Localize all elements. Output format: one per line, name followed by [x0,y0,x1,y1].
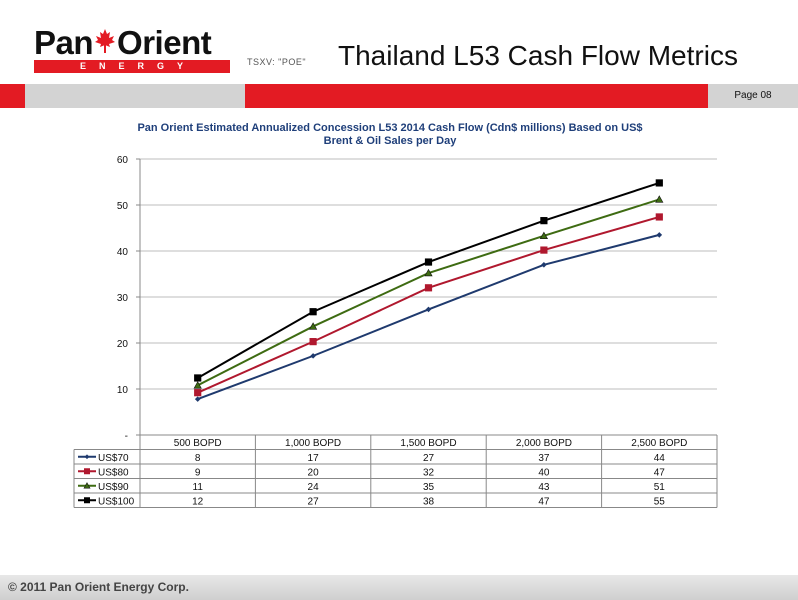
series-line-us-80 [197,215,660,394]
legend-marker-us-70 [84,454,90,460]
data-point-us-100 [655,179,663,187]
data-point-us-90 [539,231,549,239]
copyright-text: © 2011 Pan Orient Energy Corp. [8,580,189,594]
data-point-us-80 [540,246,548,254]
data-label: 35 [423,482,435,493]
logo-wordmark: Pan Orient [34,24,212,61]
y-tick-label: 30 [117,293,129,304]
legend-label-us-100: US$100 [98,496,135,507]
footer-bar: © 2011 Pan Orient Energy Corp. [0,575,798,600]
data-point-us-70 [541,262,547,268]
data-label: 43 [538,482,550,493]
legend-label-us-80: US$80 [98,467,129,478]
company-logo: Pan Orient ENERGY [34,24,230,73]
data-point-us-100 [540,217,548,225]
data-point-us-90 [193,381,202,389]
data-point-us-70 [656,232,663,238]
y-tick-label: 20 [117,339,129,350]
data-label: 20 [308,467,320,478]
y-tick-label: - [125,431,128,442]
x-category-label: 500 BOPD [174,438,222,449]
data-label: 37 [538,453,550,464]
data-point-us-70 [194,396,201,402]
data-label: 11 [193,482,204,493]
legend-marker-us-80 [84,468,90,475]
series-line-us-100 [197,181,660,379]
y-tick-label: 10 [117,385,129,396]
data-label: 40 [538,467,550,478]
data-label: 17 [308,453,320,464]
data-label: 38 [423,496,435,507]
data-label: 47 [538,496,550,507]
x-category-label: 2,500 BOPD [631,438,687,449]
y-tick-label: 40 [117,247,129,258]
maple-leaf-icon [95,29,116,53]
x-category-label: 1,500 BOPD [400,438,456,449]
data-point-us-90 [424,268,433,277]
data-point-us-100 [194,374,202,382]
data-label: 51 [654,482,666,493]
data-point-us-80 [424,284,433,292]
chart-title: Pan Orient Estimated Annualized Concessi… [120,122,660,148]
header-bar-gray-left [25,84,245,108]
chart-title-line-2: Brent & Oil Sales per Day [323,135,457,147]
logo-word-orient: Orient [117,24,212,61]
y-tick-label: 60 [117,155,129,166]
stock-ticker: TSXV: "POE" [247,57,307,67]
data-point-us-70 [310,353,316,359]
data-point-us-80 [655,213,663,221]
data-point-us-100 [309,308,317,316]
series-line-us-90 [197,198,660,387]
data-label: 9 [195,467,201,478]
data-label: 44 [654,453,666,464]
cash-flow-line-chart: - 10 20 30 40 50 60 500 BOPD 1,000 BOPD 1,500 BOP… [73,155,718,508]
header-bar-red-left [0,84,25,108]
data-label: 27 [308,496,320,507]
data-label: 24 [308,482,320,493]
data-point-us-100 [424,258,433,266]
data-point-us-70 [425,306,432,313]
header-bar-gray-right [708,84,798,108]
data-label: 12 [192,496,204,507]
data-label: 32 [423,467,435,478]
data-point-us-90 [655,195,664,203]
data-label: 55 [654,496,666,507]
data-point-us-90 [308,322,318,330]
slide-title: Thailand L53 Cash Flow Metrics [338,40,738,71]
x-category-label: 2,000 BOPD [516,438,572,449]
data-point-us-80 [194,389,202,397]
data-label: 27 [423,453,435,464]
legend-label-us-70: US$70 [98,453,129,464]
x-category-label: 1,000 BOPD [285,438,341,449]
page-number: Page 08 [734,90,772,101]
logo-subtitle: ENERGY [34,60,230,73]
legend-label-us-90: US$90 [98,482,129,493]
data-label: 8 [195,453,201,464]
logo-word-pan: Pan [34,24,94,61]
chart-title-line-1: Pan Orient Estimated Annualized Concessi… [137,122,643,134]
legend-marker-us-100 [84,497,90,504]
y-tick-label: 50 [117,201,129,212]
legend-marker-us-90 [83,482,91,489]
header-bar-red-main [245,84,708,108]
data-label: 47 [654,467,666,478]
data-point-us-80 [309,338,317,346]
